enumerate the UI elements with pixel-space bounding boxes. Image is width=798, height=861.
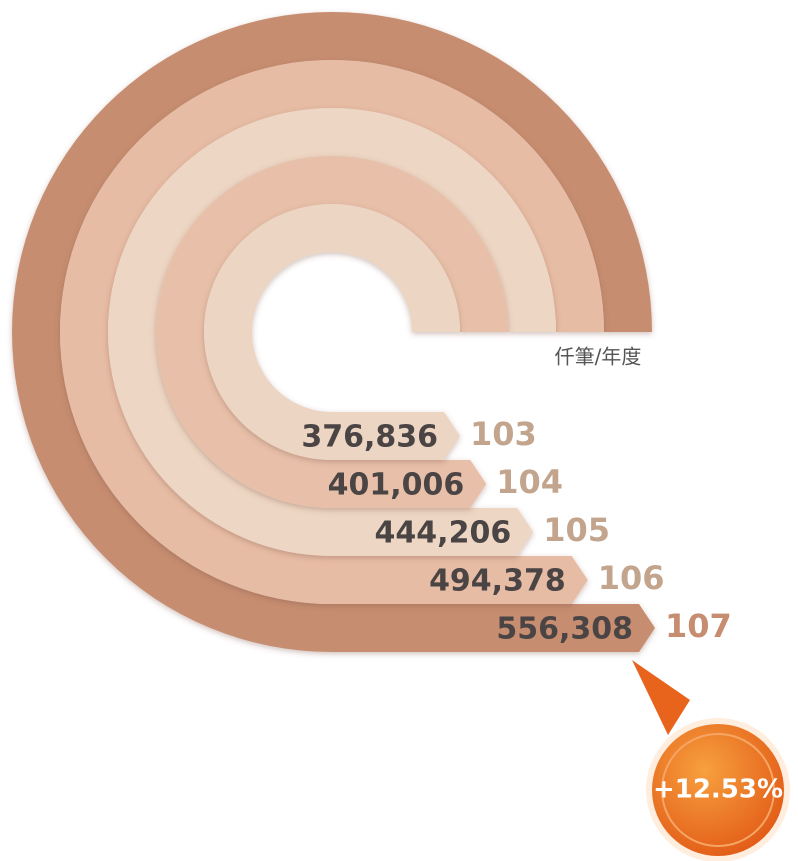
band [156,156,508,508]
value-label: 401,006 [328,468,465,503]
value-label: 494,378 [429,564,566,599]
badge-text: +12.53% [653,775,783,805]
category-label: 106 [598,559,665,597]
category-label: 105 [543,511,610,549]
badge-pointer [632,660,690,735]
unit-label: 仟筆/年度 [555,345,642,369]
badge [652,724,784,856]
value-label: 556,308 [496,612,633,647]
value-label: 376,836 [301,420,438,455]
category-label: 107 [665,607,732,645]
bands [12,12,655,652]
category-label: 103 [470,415,537,453]
category-label: 104 [496,463,563,501]
band [204,204,460,460]
band [108,108,556,556]
badge-ring [661,733,775,847]
value-label: 444,206 [375,516,512,551]
